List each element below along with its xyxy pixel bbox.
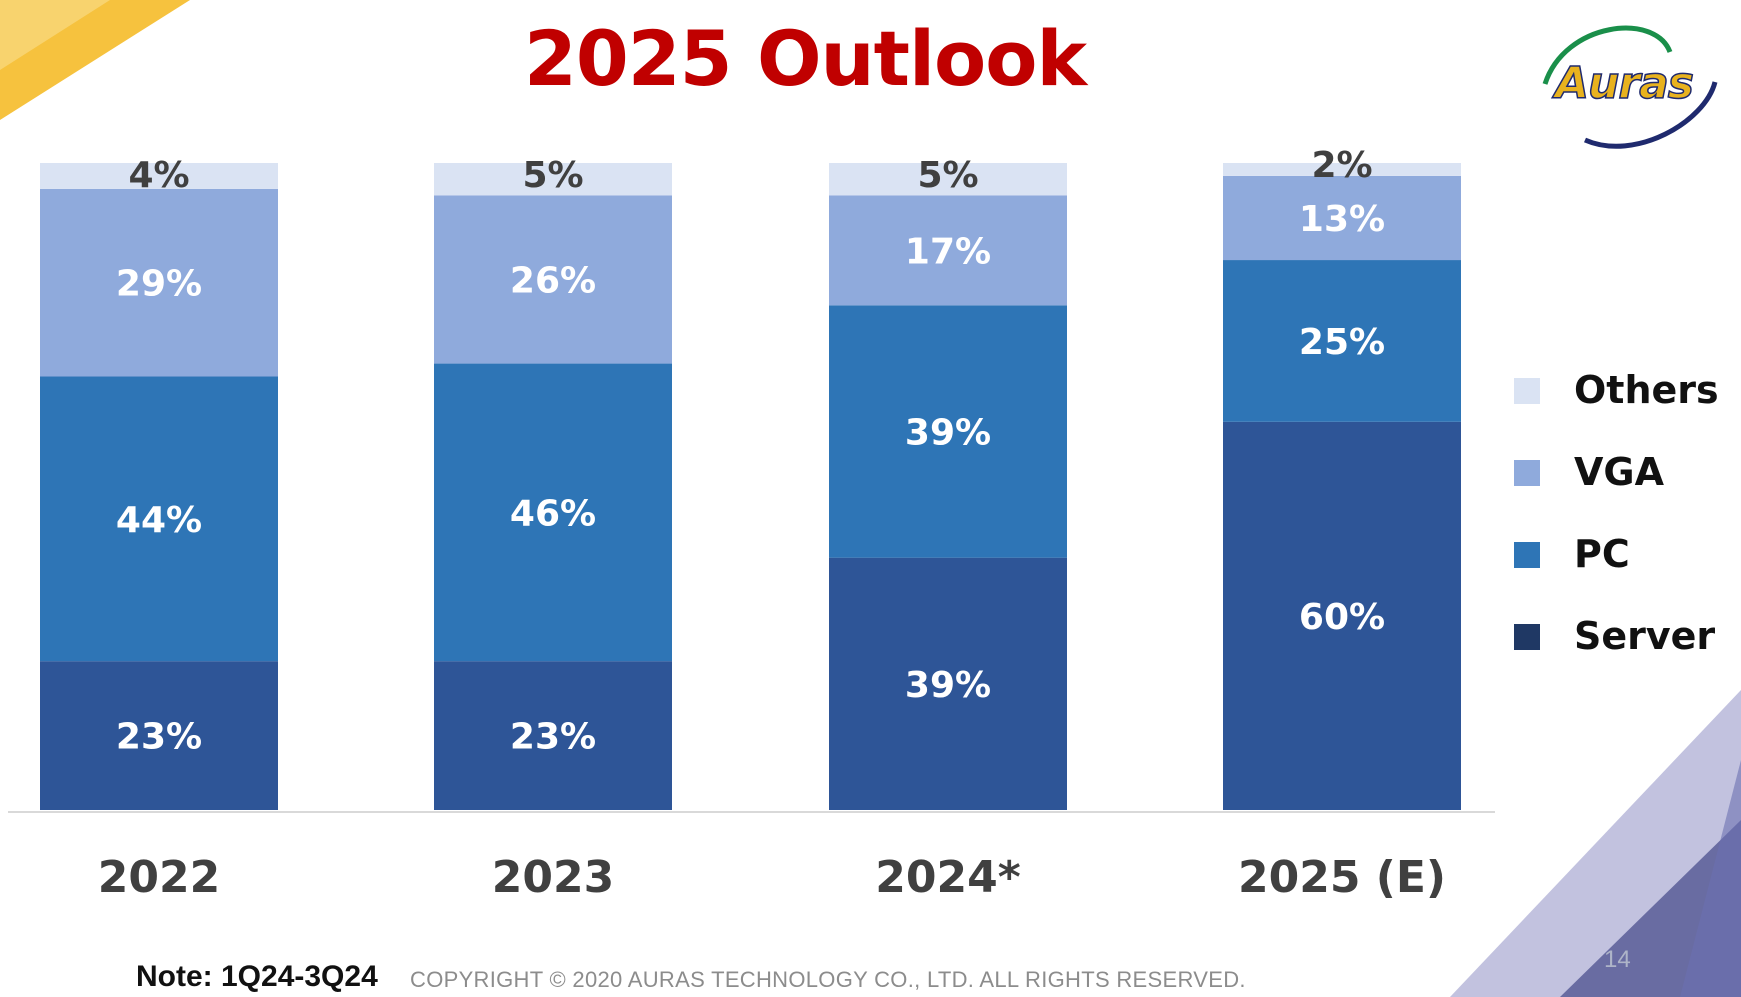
bar-server-0 [40,661,278,810]
legend-swatch-server [1514,624,1540,650]
data-label-server-0: 23% [116,717,202,758]
auras-logo: Auras [1535,12,1719,162]
bar-pc-0 [40,376,278,662]
legend-swatch-others [1514,378,1540,404]
logo-swoosh-icon [1542,25,1718,149]
bar-server-2 [829,557,1067,810]
legend-label-others: Others [1574,368,1719,412]
data-label-pc-1: 46% [510,493,596,534]
bar-others-0 [40,163,278,189]
bar-groups: 23% 44% 29% 4% 23% 46% 26% 5% 39% 39% 17% 5% 60% 25% 1… [40,145,1461,810]
x-tick-label-1: 2023 [492,852,614,900]
footnote: Note: 1Q24-3Q24 [136,960,378,993]
data-label-others-2: 5% [917,155,978,196]
bar-pc-3 [1223,260,1461,422]
data-label-server-1: 23% [510,717,596,758]
bar-vga-3 [1223,175,1461,261]
bar-others-2 [829,163,1067,196]
legend-swatch-vga [1514,460,1540,486]
bar-vga-0 [40,188,278,377]
bar-server-1 [434,661,672,810]
copyright-text: COPYRIGHT © 2020 AURAS TECHNOLOGY CO., L… [410,967,1246,992]
bar-vga-2 [829,195,1067,306]
data-label-server-3: 60% [1299,597,1385,638]
data-label-server-2: 39% [905,665,991,706]
x-axis-ticks: 2022 2023 2024* 2025 (E) [98,852,1446,900]
x-tick-label-2: 2024* [875,852,1020,900]
bar-server-3 [1223,421,1461,810]
bar-group-2022: 23% 44% 29% 4% [40,155,278,810]
bar-group-2024: 39% 39% 17% 5% [829,155,1067,810]
data-label-vga-0: 29% [116,264,202,305]
data-label-others-1: 5% [522,155,583,196]
data-label-others-0: 4% [128,155,189,196]
data-label-others-3: 2% [1311,145,1372,186]
bar-pc-1 [434,363,672,662]
legend-label-pc: PC [1574,532,1630,576]
stacked-bar-chart: 23% 44% 29% 4% 23% 46% 26% 5% 39% 39% 17% 5% 60% 25% 1… [8,145,1495,900]
data-label-vga-1: 26% [510,260,596,301]
page-number: 14 [1604,946,1631,973]
x-tick-label-3: 2025 (E) [1238,852,1446,900]
top-left-accent-light [0,0,110,70]
slide-title: 2025 Outlook [523,14,1087,103]
data-label-pc-0: 44% [116,500,202,541]
bar-group-2023: 23% 46% 26% 5% [434,155,672,810]
legend-label-server: Server [1574,614,1716,658]
bar-group-2025-E: 60% 25% 13% 2% [1223,145,1461,810]
legend-swatch-pc [1514,542,1540,568]
data-label-vga-3: 13% [1299,199,1385,240]
bar-others-1 [434,163,672,196]
bar-vga-1 [434,195,672,364]
data-label-vga-2: 17% [905,231,991,272]
logo-text: Auras [1554,57,1694,110]
bottom-right-accent-mid [1680,760,1741,997]
legend-label-vga: VGA [1574,450,1665,494]
bar-others-3 [1223,163,1461,176]
data-label-pc-2: 39% [905,413,991,454]
bar-pc-2 [829,305,1067,558]
x-tick-label-0: 2022 [98,852,220,900]
data-label-pc-3: 25% [1299,322,1385,363]
